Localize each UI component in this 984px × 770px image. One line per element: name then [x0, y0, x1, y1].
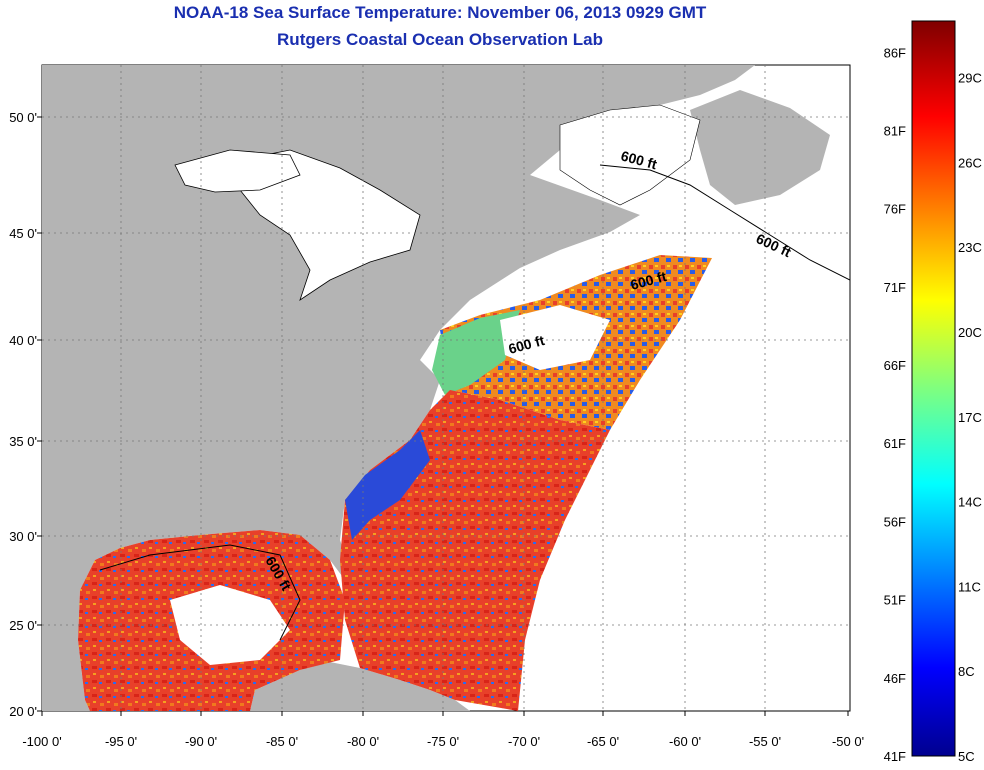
graticule: [42, 65, 850, 711]
x-tick-label: -90 0': [185, 734, 217, 749]
y-tick-label: 20 0': [9, 704, 37, 719]
x-tick-label: -100 0': [22, 734, 61, 749]
map-subtitle: Rutgers Coastal Ocean Observation Lab: [277, 30, 603, 49]
no-data-gulf-st-lawrence: [559, 104, 701, 206]
x-tick-label: -75 0': [427, 734, 459, 749]
colorbar-f-label: 76F: [884, 202, 906, 217]
colorbar-c-label: 23C: [958, 240, 982, 255]
land-cuba-yucatan: [250, 662, 470, 711]
x-tick-label: -55 0': [749, 734, 781, 749]
colorbar-c-label: 14C: [958, 495, 982, 510]
x-tick-label: -95 0': [105, 734, 137, 749]
x-tick-label: -85 0': [266, 734, 298, 749]
x-tick-label: -80 0': [347, 734, 379, 749]
y-tick-label: 45 0': [9, 226, 37, 241]
x-tick-label: -60 0': [669, 734, 701, 749]
colorbar-f-label: 61F: [884, 436, 906, 451]
colorbar-c-label: 26C: [958, 155, 982, 170]
great-lakes: [239, 149, 421, 301]
colorbar-f-label: 81F: [884, 123, 906, 138]
colorbar-f-label: 56F: [884, 514, 906, 529]
x-tick-label: -65 0': [587, 734, 619, 749]
sst-swath-shelf: [432, 310, 520, 395]
colorbar-c-label: 5C: [958, 749, 975, 764]
land-newfoundland: [690, 90, 830, 205]
colorbar-celsius-labels: 29C 26C 23C 20C 17C 14C 11C 8C 5C: [958, 71, 982, 764]
x-axis-ticks: -100 0' -95 0' -90 0' -85 0' -80 0' -75 0' -70…: [22, 711, 864, 749]
colorbar-c-label: 17C: [958, 410, 982, 425]
colorbar-c-label: 29C: [958, 71, 982, 86]
map-title: NOAA-18 Sea Surface Temperature: Novembe…: [173, 3, 707, 22]
y-axis-ticks: 50 0' 45 0' 40 0' 35 0' 30 0' 25 0' 20 0': [9, 110, 42, 719]
y-tick-label: 30 0': [9, 529, 37, 544]
y-tick-label: 50 0': [9, 110, 37, 125]
y-tick-label: 40 0': [9, 333, 37, 348]
colorbar-f-label: 46F: [884, 671, 906, 686]
colorbar: [911, 20, 956, 757]
colorbar-c-label: 11C: [958, 579, 981, 594]
land-north-america: [42, 65, 755, 711]
y-tick-label: 25 0': [9, 618, 37, 633]
lake-superior: [174, 149, 301, 193]
isobath-600ft-line: [99, 164, 850, 641]
x-tick-label: -70 0': [508, 734, 540, 749]
colorbar-c-label: 8C: [958, 664, 975, 679]
colorbar-f-label: 66F: [884, 358, 906, 373]
colorbar-c-label: 20C: [958, 325, 982, 340]
y-tick-label: 35 0': [9, 434, 37, 449]
colorbar-f-label: 71F: [884, 280, 906, 295]
colorbar-f-label: 41F: [884, 749, 906, 764]
colorbar-f-label: 51F: [884, 593, 906, 608]
x-tick-label: -50 0': [832, 734, 864, 749]
no-data-cloud-north: [500, 305, 610, 370]
sst-cold-shelf: [345, 430, 430, 540]
colorbar-fahrenheit-labels: 86F 81F 76F 71F 66F 61F 56F 51F 46F 41F: [884, 45, 906, 764]
colorbar-f-label: 86F: [884, 45, 906, 60]
